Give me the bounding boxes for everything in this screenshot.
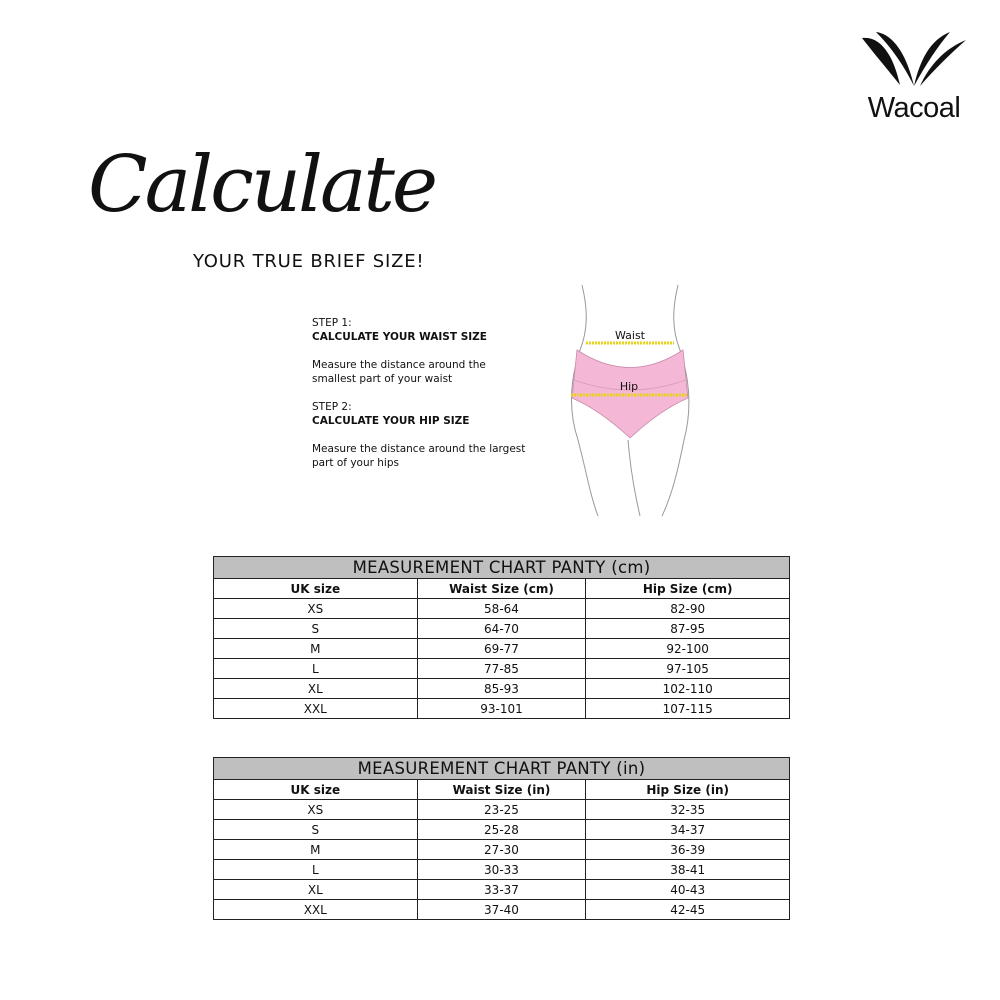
table-cell: S xyxy=(213,819,418,840)
step-2-text: Measure the distance around the largest xyxy=(312,443,526,455)
column-header: UK size xyxy=(213,779,418,800)
table-cell: L xyxy=(213,658,418,679)
step-1-text: Measure the distance around the xyxy=(312,359,486,371)
column-header: Hip Size (cm) xyxy=(585,578,790,599)
table-cell: 37-40 xyxy=(416,899,587,920)
table-row: S 25-28 34-37 xyxy=(213,819,790,840)
body-figure: Waist Hip xyxy=(560,280,710,520)
table-cell: 85-93 xyxy=(416,678,587,699)
size-table-in: MEASUREMENT CHART PANTY (in) UK size Wai… xyxy=(213,757,790,920)
script-heading: Calculate xyxy=(88,140,438,230)
table-cell: XS xyxy=(213,598,418,619)
table-row: XXL 37-40 42-45 xyxy=(213,899,790,920)
table-cell: 38-41 xyxy=(585,859,790,880)
column-header: Hip Size (in) xyxy=(585,779,790,800)
table-cell: XXL xyxy=(213,698,418,719)
table-cell: 58-64 xyxy=(416,598,587,619)
table-cell: L xyxy=(213,859,418,880)
table-row: L 30-33 38-41 xyxy=(213,859,790,880)
table-cell: 77-85 xyxy=(416,658,587,679)
table-cell: 40-43 xyxy=(585,879,790,900)
table-row: M 27-30 36-39 xyxy=(213,839,790,860)
table-row: XL 33-37 40-43 xyxy=(213,879,790,900)
table-cell: 32-35 xyxy=(585,799,790,820)
table-cell: 69-77 xyxy=(416,638,587,659)
step-2-label: STEP 2: xyxy=(312,401,352,413)
wacoal-wing-icon xyxy=(862,32,966,86)
step-2-text: part of your hips xyxy=(312,457,399,469)
table-cell: 107-115 xyxy=(585,698,790,719)
table-row: XS 58-64 82-90 xyxy=(213,598,790,619)
step-1-title: CALCULATE YOUR WAIST SIZE xyxy=(312,331,487,343)
table-row: XS 23-25 32-35 xyxy=(213,799,790,820)
table-cell: 82-90 xyxy=(585,598,790,619)
table-row: XL 85-93 102-110 xyxy=(213,678,790,699)
table-cell: M xyxy=(213,638,418,659)
table-title: MEASUREMENT CHART PANTY (cm) xyxy=(213,556,790,579)
table-cell: S xyxy=(213,618,418,639)
table-cell: 97-105 xyxy=(585,658,790,679)
step-1-label: STEP 1: xyxy=(312,317,352,329)
column-header: Waist Size (cm) xyxy=(416,578,587,599)
table-cell: 34-37 xyxy=(585,819,790,840)
step-1-text: smallest part of your waist xyxy=(312,373,453,385)
brand-name: Wacoal xyxy=(867,92,961,124)
table-cell: M xyxy=(213,839,418,860)
table-cell: 102-110 xyxy=(585,678,790,699)
table-cell: 64-70 xyxy=(416,618,587,639)
table-cell: 33-37 xyxy=(416,879,587,900)
table-cell: 93-101 xyxy=(416,698,587,719)
table-cell: 27-30 xyxy=(416,839,587,860)
table-row: L 77-85 97-105 xyxy=(213,658,790,679)
column-header: UK size xyxy=(213,578,418,599)
table-cell: 30-33 xyxy=(416,859,587,880)
table-cell: 42-45 xyxy=(585,899,790,920)
table-cell: 87-95 xyxy=(585,618,790,639)
table-cell: 25-28 xyxy=(416,819,587,840)
table-row: S 64-70 87-95 xyxy=(213,618,790,639)
step-2-title: CALCULATE YOUR HIP SIZE xyxy=(312,415,470,427)
waist-label: Waist xyxy=(615,329,646,342)
table-row: M 69-77 92-100 xyxy=(213,638,790,659)
wacoal-logo: Wacoal xyxy=(858,30,970,125)
column-header: Waist Size (in) xyxy=(416,779,587,800)
table-cell: 36-39 xyxy=(585,839,790,860)
subtitle: YOUR TRUE BRIEF SIZE! xyxy=(193,251,425,272)
size-table-cm: MEASUREMENT CHART PANTY (cm) UK size Wai… xyxy=(213,556,790,719)
hip-label: Hip xyxy=(620,380,638,393)
table-cell: XL xyxy=(213,678,418,699)
table-row: XXL 93-101 107-115 xyxy=(213,698,790,719)
measurement-steps: STEP 1: CALCULATE YOUR WAIST SIZE Measur… xyxy=(312,316,562,470)
table-cell: XXL xyxy=(213,899,418,920)
table-header-row: UK size Waist Size (cm) Hip Size (cm) xyxy=(213,578,790,599)
table-header-row: UK size Waist Size (in) Hip Size (in) xyxy=(213,779,790,800)
table-title: MEASUREMENT CHART PANTY (in) xyxy=(213,757,790,780)
table-cell: 23-25 xyxy=(416,799,587,820)
table-cell: XS xyxy=(213,799,418,820)
table-cell: 92-100 xyxy=(585,638,790,659)
table-cell: XL xyxy=(213,879,418,900)
